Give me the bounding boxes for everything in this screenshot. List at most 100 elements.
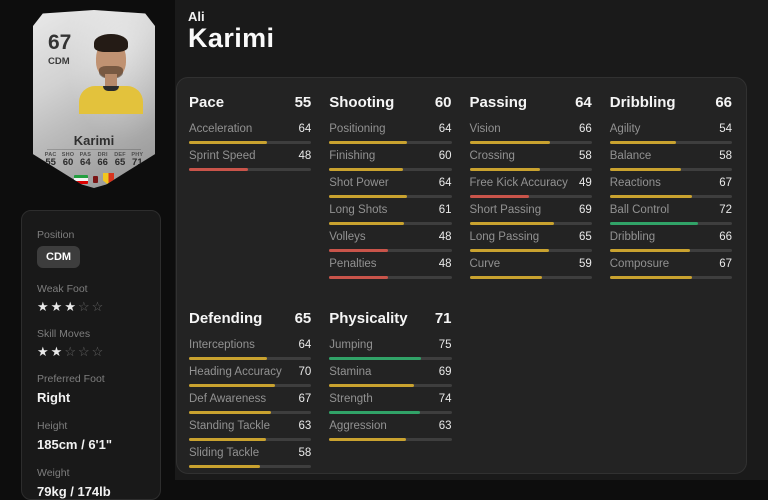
stat-bar-track xyxy=(189,141,311,144)
stat-label: Heading Accuracy xyxy=(189,366,282,378)
stat-bar-track xyxy=(189,438,311,441)
stat-bar-track xyxy=(610,222,732,225)
star-empty-icon: ☆ xyxy=(92,299,106,314)
stat-value: 54 xyxy=(719,123,732,135)
stat-label: Crossing xyxy=(470,150,515,162)
stat-bar-fill xyxy=(329,168,402,171)
star-filled-icon: ★ xyxy=(37,344,51,359)
stat-row: Aggression 63 xyxy=(329,417,451,444)
stat-group-total: 64 xyxy=(575,94,592,111)
stat-bar-track xyxy=(470,249,592,252)
stat-bar-fill xyxy=(189,438,266,441)
stat-label: Long Passing xyxy=(470,231,540,243)
player-first-name: Ali xyxy=(188,9,768,24)
stat-bar-fill xyxy=(329,438,406,441)
player-info-panel: Position CDM Weak Foot ★★★☆☆ Skill Moves… xyxy=(21,210,161,500)
stat-bar-track xyxy=(329,357,451,360)
stat-value: 69 xyxy=(439,366,452,378)
info-row-height: Height 185cm / 6'1" xyxy=(37,420,145,452)
stat-label: Reactions xyxy=(610,177,661,189)
stat-value: 67 xyxy=(298,393,311,405)
card-player-name: Karimi xyxy=(33,133,155,148)
player-photo xyxy=(71,26,149,132)
stat-label: Volleys xyxy=(329,231,365,243)
stat-bar-track xyxy=(610,276,732,279)
stat-bar-fill xyxy=(189,168,248,171)
card-stat-value: 66 xyxy=(94,158,111,169)
star-empty-icon: ☆ xyxy=(78,344,92,359)
stat-label: Interceptions xyxy=(189,339,255,351)
stat-label: Strength xyxy=(329,393,372,405)
stat-group-title: Dribbling xyxy=(610,94,676,111)
stat-group-total: 55 xyxy=(295,94,312,111)
stat-value: 72 xyxy=(719,204,732,216)
stat-bar-track xyxy=(189,411,311,414)
stat-row: Ball Control 72 xyxy=(610,201,732,228)
stat-bar-track xyxy=(610,168,732,171)
stat-bar-fill xyxy=(610,168,681,171)
player-face xyxy=(96,40,126,78)
stat-label: Aggression xyxy=(329,420,387,432)
stat-bar-fill xyxy=(610,276,692,279)
position-badge: CDM xyxy=(37,246,80,268)
stat-group-title: Physicality xyxy=(329,310,407,327)
stat-value: 48 xyxy=(298,150,311,162)
stat-label: Penalties xyxy=(329,258,376,270)
stat-bar-fill xyxy=(189,141,267,144)
stat-row: Agility 54 xyxy=(610,120,732,147)
stat-value: 61 xyxy=(439,204,452,216)
stat-label: Short Passing xyxy=(470,204,542,216)
stat-label: Stamina xyxy=(329,366,371,378)
stat-bar-track xyxy=(470,195,592,198)
stat-group-title: Pace xyxy=(189,94,224,111)
star-filled-icon: ★ xyxy=(64,299,78,314)
stat-group-title: Shooting xyxy=(329,94,394,111)
stat-bar-fill xyxy=(329,195,407,198)
stat-group-title: Defending xyxy=(189,310,262,327)
card-icons xyxy=(33,173,155,185)
iran-flag-icon xyxy=(74,175,88,184)
player-name-header: Ali Karimi xyxy=(175,0,768,52)
stat-value: 67 xyxy=(719,258,732,270)
stat-value: 48 xyxy=(439,231,452,243)
stat-bar-fill xyxy=(610,141,676,144)
stat-label: Free Kick Accuracy xyxy=(470,177,568,189)
card-divider xyxy=(47,149,141,150)
stat-label: Finishing xyxy=(329,150,375,162)
stat-value: 64 xyxy=(439,177,452,189)
stat-label: Dribbling xyxy=(610,231,655,243)
card-stat-value: 65 xyxy=(111,158,128,169)
stat-value: 48 xyxy=(439,258,452,270)
stat-group-total: 65 xyxy=(295,310,312,327)
stat-value: 63 xyxy=(439,420,452,432)
stat-value: 65 xyxy=(579,231,592,243)
stat-bar-track xyxy=(329,411,451,414)
stat-bar-track xyxy=(329,168,451,171)
stat-label: Ball Control xyxy=(610,204,669,216)
stat-bar-fill xyxy=(329,276,388,279)
stat-value: 49 xyxy=(579,177,592,189)
stat-bar-track xyxy=(610,249,732,252)
info-row-skill-moves: Skill Moves ★★☆☆☆ xyxy=(37,328,145,358)
stat-label: Agility xyxy=(610,123,641,135)
